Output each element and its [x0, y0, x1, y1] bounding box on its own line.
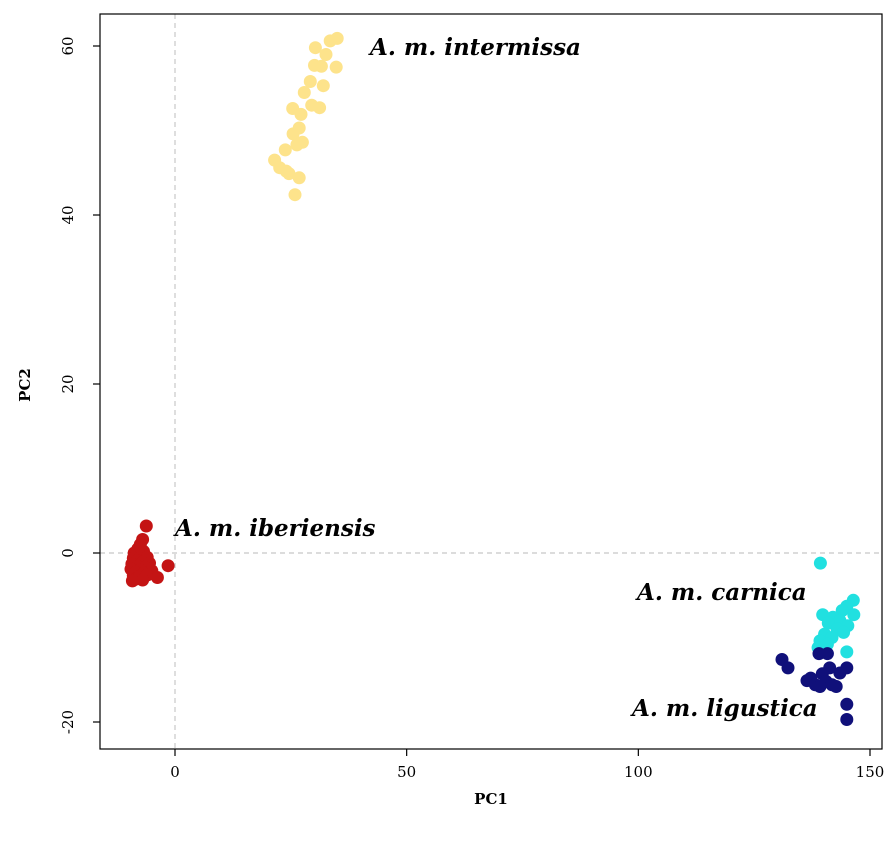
x-tick-label: 50 [397, 763, 416, 781]
y-tick-label: -20 [59, 710, 77, 734]
data-point [781, 661, 795, 675]
data-point [319, 48, 333, 61]
y-tick-label: 40 [59, 205, 77, 224]
data-point [282, 167, 296, 181]
y-tick-label: 60 [59, 36, 77, 55]
data-point [840, 713, 854, 726]
data-point [303, 75, 317, 88]
x-tick-label: 0 [170, 763, 180, 781]
label-intermissa: A. m. intermissa [368, 34, 581, 61]
data-point [813, 680, 827, 693]
label-ligustica: A. m. ligustica [630, 695, 818, 722]
data-point [323, 34, 337, 48]
data-point [840, 645, 854, 659]
data-points [124, 31, 861, 726]
series-3 [775, 647, 854, 726]
data-point [833, 666, 847, 680]
data-point [136, 573, 150, 587]
data-point [847, 608, 861, 622]
series-0 [268, 31, 344, 202]
data-point [125, 574, 139, 588]
data-point [329, 60, 343, 74]
data-point [316, 79, 330, 93]
data-point [292, 171, 306, 185]
series-1 [124, 519, 175, 588]
data-point [161, 559, 175, 573]
data-point [278, 143, 292, 157]
y-tick-label: 20 [59, 374, 77, 393]
x-tick-label: 100 [624, 763, 653, 781]
x-axis-title: PC1 [474, 790, 508, 808]
data-point [840, 697, 854, 711]
data-point [837, 625, 851, 639]
data-point [294, 107, 308, 121]
data-point [820, 647, 834, 661]
group-labels: A. m. intermissa A. m. iberiensis A. m. … [173, 34, 818, 722]
label-iberiensis: A. m. iberiensis [173, 515, 376, 542]
data-point [286, 127, 300, 141]
data-point [313, 101, 327, 115]
data-point [813, 556, 827, 570]
data-point [308, 41, 322, 55]
y-tick-label: 0 [59, 548, 77, 558]
y-axis-title: PC2 [16, 368, 34, 402]
x-axis: 0 50 100 150 [170, 749, 884, 781]
plot-frame [99, 13, 883, 750]
data-point [288, 188, 302, 202]
data-point [290, 138, 304, 152]
label-carnica: A. m. carnica [635, 579, 807, 606]
x-tick-label: 150 [856, 763, 885, 781]
y-axis: -20 0 20 40 60 [59, 36, 100, 734]
data-point [139, 519, 153, 533]
reference-lines [100, 14, 882, 749]
data-point [150, 571, 164, 584]
data-point [835, 604, 849, 617]
data-point [297, 86, 311, 99]
data-point [308, 58, 321, 72]
data-point [825, 678, 839, 692]
